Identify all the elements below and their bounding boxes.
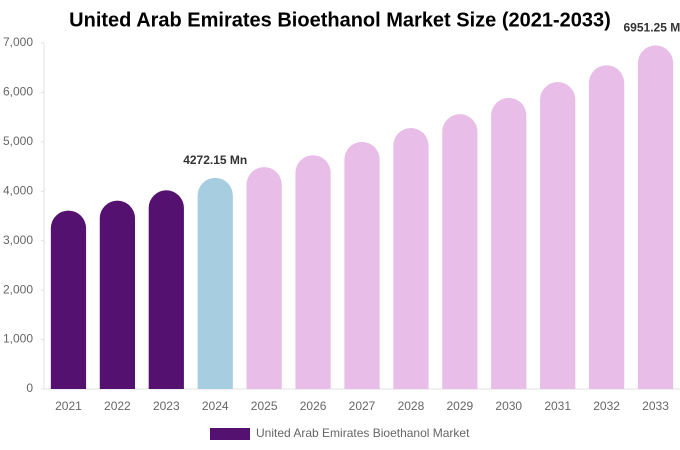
y-tick-label: 1,000 — [3, 332, 33, 346]
bar — [148, 190, 184, 389]
x-tick-label: 2024 — [202, 399, 229, 413]
y-tick-label: 5,000 — [3, 134, 33, 148]
x-tick-label: 2030 — [495, 399, 522, 413]
y-tick-label: 2,000 — [3, 282, 33, 296]
bar — [197, 177, 233, 389]
y-tick-label: 3,000 — [3, 233, 33, 247]
x-tick-label: 2029 — [446, 399, 473, 413]
bar — [491, 97, 527, 389]
bar — [246, 167, 282, 389]
bar — [589, 65, 625, 389]
chart-title: United Arab Emirates Bioethanol Market S… — [69, 9, 611, 31]
legend-label: United Arab Emirates Bioethanol Market — [256, 426, 470, 440]
bar — [344, 141, 380, 389]
bar — [393, 128, 429, 389]
bar — [50, 210, 87, 389]
y-tick-label: 7,000 — [3, 35, 33, 49]
y-tick-label: 4,000 — [3, 183, 33, 197]
x-tick-label: 2022 — [104, 399, 131, 413]
y-tick-label: 6,000 — [3, 85, 33, 99]
x-tick-label: 2033 — [642, 399, 669, 413]
x-tick-label: 2032 — [593, 399, 620, 413]
x-tick-label: 2027 — [349, 399, 376, 413]
value-label: 4272.15 Mn — [183, 153, 247, 167]
x-tick-label: 2021 — [55, 399, 82, 413]
value-label: 6951.25 Mn — [624, 21, 680, 35]
x-tick-label: 2031 — [544, 399, 571, 413]
bar — [295, 155, 331, 389]
bar — [540, 82, 576, 389]
legend-swatch — [210, 428, 250, 440]
bar — [637, 45, 674, 390]
x-tick-label: 2028 — [398, 399, 425, 413]
x-tick-label: 2026 — [300, 399, 327, 413]
bar — [99, 200, 135, 389]
x-tick-label: 2025 — [251, 399, 278, 413]
bar — [442, 114, 478, 390]
y-tick-label: 0 — [26, 381, 33, 395]
x-tick-label: 2023 — [153, 399, 180, 413]
